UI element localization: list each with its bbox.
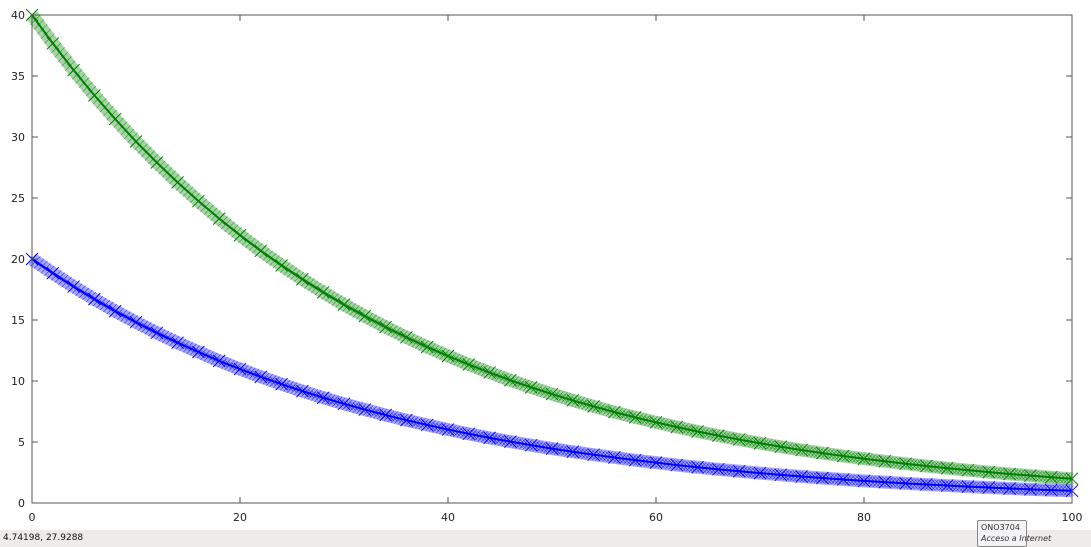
y-tick-label: 40 bbox=[11, 9, 25, 22]
status-bar: 4.74198, 27.9288 bbox=[0, 530, 1091, 547]
cursor-coordinates: 4.74198, 27.9288 bbox=[3, 533, 84, 543]
x-tick-label: 80 bbox=[857, 511, 871, 524]
series-0 bbox=[25, 8, 1079, 486]
x-tick-label: 20 bbox=[233, 511, 247, 524]
tooltip-subtitle: Acceso a Internet bbox=[981, 534, 1052, 543]
plot-canvas[interactable]: 0 20 40 60 80 100 0 5 10 15 20 25 30 35 40 bbox=[0, 0, 1091, 530]
y-tick-label: 35 bbox=[11, 70, 25, 83]
y-tick-label: 0 bbox=[18, 497, 25, 510]
plot-frame bbox=[31, 14, 1073, 504]
y-tick-label: 20 bbox=[11, 253, 25, 266]
x-tick-label: 0 bbox=[29, 511, 36, 524]
x-tick-label: 60 bbox=[649, 511, 663, 524]
series-1 bbox=[25, 252, 1079, 498]
y-tick-label: 30 bbox=[11, 131, 25, 144]
axis-ticks: 0 20 40 60 80 100 0 5 10 15 20 25 30 35 40 bbox=[11, 9, 1083, 524]
y-tick-label: 10 bbox=[11, 375, 25, 388]
series-band bbox=[26, 11, 1073, 486]
y-tick-label: 25 bbox=[11, 192, 25, 205]
series-line bbox=[31, 14, 1073, 480]
y-tick-label: 5 bbox=[18, 436, 25, 449]
series-line bbox=[31, 258, 1073, 492]
network-tooltip: ONO3704 Acceso a Internet bbox=[977, 520, 1052, 547]
series-layer bbox=[25, 8, 1079, 498]
y-tick-label: 15 bbox=[11, 314, 25, 327]
tooltip-title: ONO3704 bbox=[981, 523, 1020, 532]
x-tick-label: 40 bbox=[441, 511, 455, 524]
x-tick-label: 100 bbox=[1062, 511, 1083, 524]
series-band bbox=[28, 253, 1073, 498]
